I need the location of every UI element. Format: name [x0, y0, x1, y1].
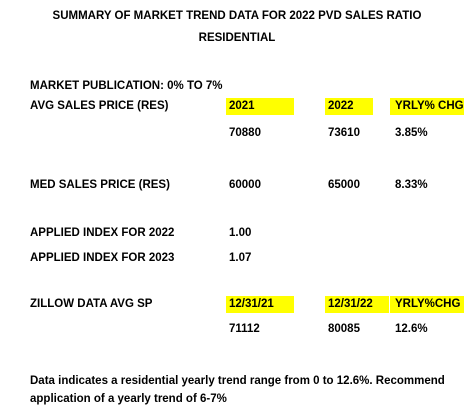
avg-sales-label: AVG SALES PRICE (RES)	[30, 100, 169, 112]
avg-value-chg: 3.85%	[395, 127, 428, 139]
zillow-header-highlight	[325, 296, 389, 313]
avg-header-highlight	[325, 98, 373, 115]
page-subtitle: RESIDENTIAL	[198, 32, 276, 44]
avg-value-2022: 73610	[328, 127, 360, 139]
zillow-label: ZILLOW DATA AVG SP	[30, 298, 153, 310]
avg-header-chg: YRLY% CHG	[395, 100, 464, 112]
zillow-value-2021: 71112	[229, 323, 260, 335]
zillow-value-2022: 80085	[328, 323, 360, 335]
avg-header-highlight	[226, 98, 294, 115]
avg-header-2022: 2022	[328, 100, 354, 112]
zillow-header-chg: YRLY%CHG	[395, 298, 461, 310]
applied-index-2023-value: 1.07	[229, 252, 252, 264]
zillow-header-highlight	[390, 296, 464, 313]
avg-header-2021: 2021	[229, 100, 255, 112]
avg-header-highlight	[390, 98, 464, 115]
applied-index-2022-value: 1.00	[229, 227, 252, 239]
med-value-2022: 65000	[328, 179, 360, 191]
zillow-header-2021: 12/31/21	[229, 298, 274, 310]
zillow-value-chg: 12.6%	[395, 323, 428, 335]
recommendation-note: Data indicates a residential yearly tren…	[30, 375, 445, 405]
page-title: SUMMARY OF MARKET TREND DATA FOR 2022 PV…	[52, 10, 422, 22]
med-value-2021: 60000	[229, 179, 261, 191]
zillow-header-2022: 12/31/22	[328, 298, 373, 310]
market-publication: MARKET PUBLICATION: 0% TO 7%	[30, 80, 223, 92]
med-sales-label: MED SALES PRICE (RES)	[30, 179, 170, 191]
avg-value-2021: 70880	[229, 127, 261, 139]
med-value-chg: 8.33%	[395, 179, 428, 191]
applied-index-2023-label: APPLIED INDEX FOR 2023	[30, 252, 175, 264]
applied-index-2022-label: APPLIED INDEX FOR 2022	[30, 227, 175, 239]
zillow-header-highlight	[226, 296, 294, 313]
